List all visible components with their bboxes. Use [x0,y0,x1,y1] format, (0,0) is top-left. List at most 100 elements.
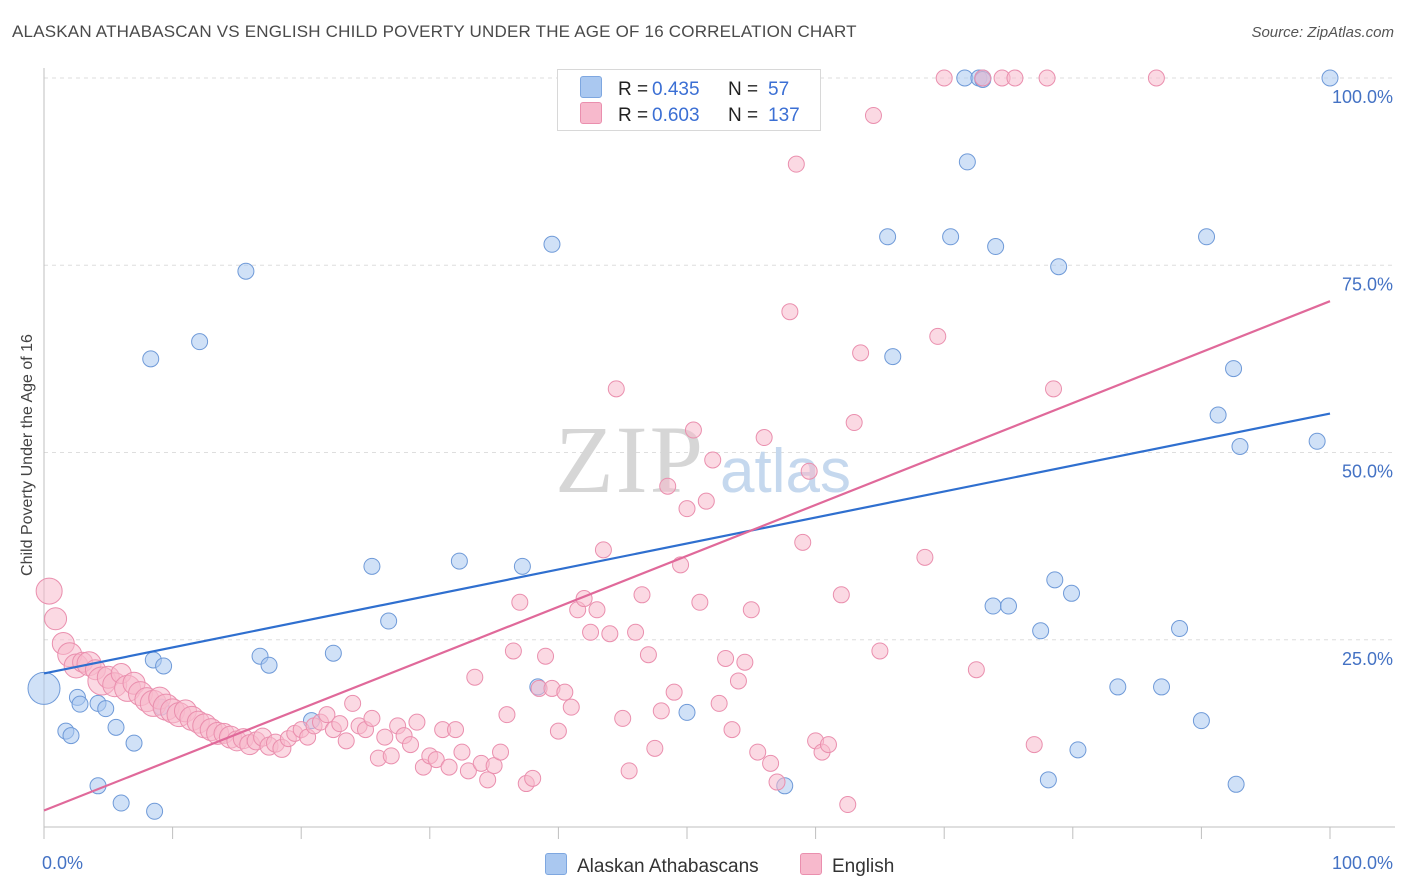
point-english [607,380,625,398]
legend-n-value: 137 [768,105,800,126]
trend-line-english [43,300,1331,812]
point-athabascan [324,644,342,662]
watermark-atlas: atlas [720,437,851,506]
point-athabascan [884,348,902,366]
point-english [646,739,664,757]
stats-legend: R = 0.435 N = 57 R = 0.603 N = 137 [557,69,821,131]
point-english [331,715,349,733]
point-athabascan [380,612,398,630]
point-english [1147,69,1165,87]
legend-row-english: R = 0.603 N = 137 [580,102,800,126]
point-english [678,500,696,518]
point-athabascan [142,350,160,368]
point-english [794,533,812,551]
legend-label-english: English [832,856,895,877]
legend-r-value: 0.435 [652,79,700,100]
x-tick-label: 100.0% [1332,853,1393,873]
legend-item-athabascans[interactable]: Alaskan Athabascans [545,853,759,878]
x-tick-label: 0.0% [42,853,83,873]
point-english [549,722,567,740]
legend-swatch-english [800,853,822,875]
legend-label-athabascans: Alaskan Athabascans [577,856,759,877]
chart-title: ALASKAN ATHABASCAN VS ENGLISH CHILD POVE… [12,22,857,41]
point-athabascan [1225,360,1243,378]
point-athabascan [1227,775,1245,793]
point-athabascan [97,700,115,718]
trend-line-athabascan [43,412,1331,675]
point-english [729,672,747,690]
point-athabascan [987,238,1005,256]
legend-n-label: N = [728,105,759,126]
point-athabascan [155,657,173,675]
legend-swatch-athabascans [545,853,567,875]
watermark-zip: ZIP [555,406,705,513]
point-english [363,709,381,727]
point-english [627,623,645,641]
point-athabascan [1063,584,1081,602]
point-athabascan [191,333,209,351]
point-english [511,593,529,611]
point-athabascan [112,794,130,812]
point-english [768,773,786,791]
point-athabascan [958,153,976,171]
point-athabascan [1209,406,1227,424]
point-athabascan [1069,741,1087,759]
point-english [594,541,612,559]
point-athabascan [1046,571,1064,589]
legend-item-english[interactable]: English [800,853,894,878]
source-credit: Source: ZipAtlas.com [1251,24,1394,41]
point-english [871,642,889,660]
point-english [749,743,767,761]
point-athabascan [1321,69,1339,87]
point-athabascan [27,671,61,705]
point-english [556,683,574,701]
point-english [755,429,773,447]
point-english [382,747,400,765]
point-athabascan [107,718,125,736]
point-english [742,601,760,619]
legend-n-label: N = [728,79,759,100]
point-english [717,649,735,667]
point-english [710,694,728,712]
point-english [337,732,355,750]
point-english [691,593,709,611]
point-english [697,492,715,510]
point-english [504,642,522,660]
point-english [537,647,555,665]
point-athabascan [1039,771,1057,789]
data-points [27,69,1339,820]
point-english [1038,69,1056,87]
y-tick-label: 50.0% [1342,462,1393,482]
point-english [839,796,857,814]
point-english [376,728,394,746]
legend-r-label: R = [618,79,649,100]
point-english [652,702,670,720]
point-english [935,69,953,87]
point-athabascan [956,69,974,87]
point-english [344,694,362,712]
point-english [601,625,619,643]
series-legend: Alaskan Athabascans English [0,853,1406,877]
y-tick-label: 25.0% [1342,649,1393,669]
point-athabascan [1109,678,1127,696]
point-english [440,758,458,776]
point-athabascan [678,703,696,721]
point-english [524,769,542,787]
point-athabascan [984,597,1002,615]
point-athabascan [1171,620,1189,638]
point-athabascan [1231,438,1249,456]
point-athabascan [942,228,960,246]
point-athabascan [1308,432,1326,450]
point-english [659,477,677,495]
point-english [974,69,992,87]
y-tick-label: 75.0% [1342,274,1393,294]
point-athabascan [71,695,89,713]
legend-row-athabascan: R = 0.435 N = 57 [580,76,789,100]
point-athabascan [363,557,381,575]
point-english [723,721,741,739]
point-english [588,601,606,619]
legend-swatch-english [580,102,602,124]
point-athabascan [1050,258,1068,276]
point-english [614,709,632,727]
